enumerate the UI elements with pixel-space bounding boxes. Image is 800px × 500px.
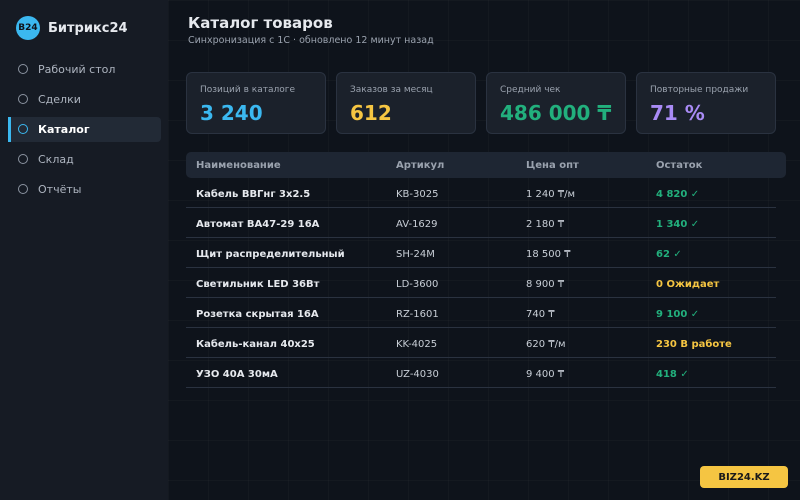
table-row[interactable]: Автомат ВА47-29 16А AV-1629 2 180 ₸ 1 340 ✓ [186, 208, 776, 238]
kpi-label: Повторные продажи [650, 85, 749, 95]
cell-name: Светильник LED 36Вт [196, 279, 320, 290]
sidebar: B24 Битрикс24 Рабочий стол Сделки Катало… [0, 0, 168, 500]
cell-price: 8 900 ₸ [526, 279, 565, 290]
kpi-label: Средний чек [500, 85, 561, 95]
column-header: Наименование [196, 160, 281, 171]
cell-stock: 9 100 ✓ [656, 309, 700, 320]
cell-sku: UZ-4030 [396, 369, 439, 380]
nav-item[interactable]: Склад [8, 147, 161, 172]
cell-name: Розетка скрытая 16А [196, 309, 319, 320]
cell-price: 18 500 ₸ [526, 249, 571, 260]
cell-price: 9 400 ₸ [526, 369, 565, 380]
column-header: Артикул [396, 160, 445, 171]
kpi-value: 71 % [650, 101, 705, 125]
kpi-label: Заказов за месяц [350, 85, 433, 95]
cell-name: Щит распределительный [196, 249, 345, 260]
kpi-label: Позиций в каталоге [200, 85, 295, 95]
main: Каталог товаров Синхронизация с 1С · обн… [168, 0, 800, 500]
nav-item[interactable]: Сделки [8, 87, 161, 112]
table-row[interactable]: Кабель ВВГнг 3х2.5 KB-3025 1 240 ₸/м 4 820 … [186, 178, 776, 208]
kpi-value: 612 [350, 101, 392, 125]
cell-sku: KK-4025 [396, 339, 438, 350]
page-title: Каталог товаров [188, 14, 333, 32]
table-row[interactable]: Кабель-канал 40х25 KK-4025 620 ₸/м 230 В ра… [186, 328, 776, 358]
kpi-card: Позиций в каталоге 3 240 [186, 72, 326, 134]
table-row[interactable]: Щит распределительный SH-24M 18 500 ₸ 62 ✓ [186, 238, 776, 268]
cell-sku: RZ-1601 [396, 309, 439, 320]
cell-name: Кабель-канал 40х25 [196, 339, 315, 350]
kpi-card: Средний чек 486 000 ₸ [486, 72, 626, 134]
cell-stock: 4 820 ✓ [656, 189, 700, 200]
kpi-card: Повторные продажи 71 % [636, 72, 776, 134]
cell-stock: 0 Ожидает [656, 279, 720, 290]
column-header: Остаток [656, 160, 703, 171]
kpi-card: Заказов за месяц 612 [336, 72, 476, 134]
cell-price: 620 ₸/м [526, 339, 566, 350]
kpi-value: 486 000 ₸ [500, 101, 612, 125]
kpi-value: 3 240 [200, 101, 263, 125]
cell-stock: 230 В работе [656, 339, 732, 350]
cell-sku: AV-1629 [396, 219, 438, 230]
nav-item[interactable]: Каталог [8, 117, 161, 142]
column-header: Цена опт [526, 160, 579, 171]
cell-price: 1 240 ₸/м [526, 189, 576, 200]
cell-sku: KB-3025 [396, 189, 439, 200]
table-row[interactable]: Светильник LED 36Вт LD-3600 8 900 ₸ 0 Ожида… [186, 268, 776, 298]
brand: Битрикс24 [48, 21, 128, 36]
cell-name: Кабель ВВГнг 3х2.5 [196, 189, 311, 200]
table-header [186, 152, 786, 178]
cell-sku: LD-3600 [396, 279, 439, 290]
table-row[interactable]: УЗО 40А 30мА UZ-4030 9 400 ₸ 418 ✓ [186, 358, 776, 388]
cell-sku: SH-24M [396, 249, 435, 260]
cell-stock: 1 340 ✓ [656, 219, 700, 230]
page-subtitle: Синхронизация с 1С · обновлено 12 минут … [188, 35, 434, 46]
cell-name: Автомат ВА47-29 16А [196, 219, 320, 230]
logo: B24 [16, 16, 40, 40]
cell-price: 2 180 ₸ [526, 219, 565, 230]
cell-stock: 62 ✓ [656, 249, 682, 260]
cell-price: 740 ₸ [526, 309, 555, 320]
cell-stock: 418 ✓ [656, 369, 689, 380]
table-row[interactable]: Розетка скрытая 16А RZ-1601 740 ₸ 9 100 ✓ [186, 298, 776, 328]
badge[interactable]: BIZ24.KZ [700, 466, 788, 488]
nav-item[interactable]: Отчёты [8, 177, 161, 202]
nav-item[interactable]: Рабочий стол [8, 57, 161, 82]
cell-name: УЗО 40А 30мА [196, 369, 278, 380]
